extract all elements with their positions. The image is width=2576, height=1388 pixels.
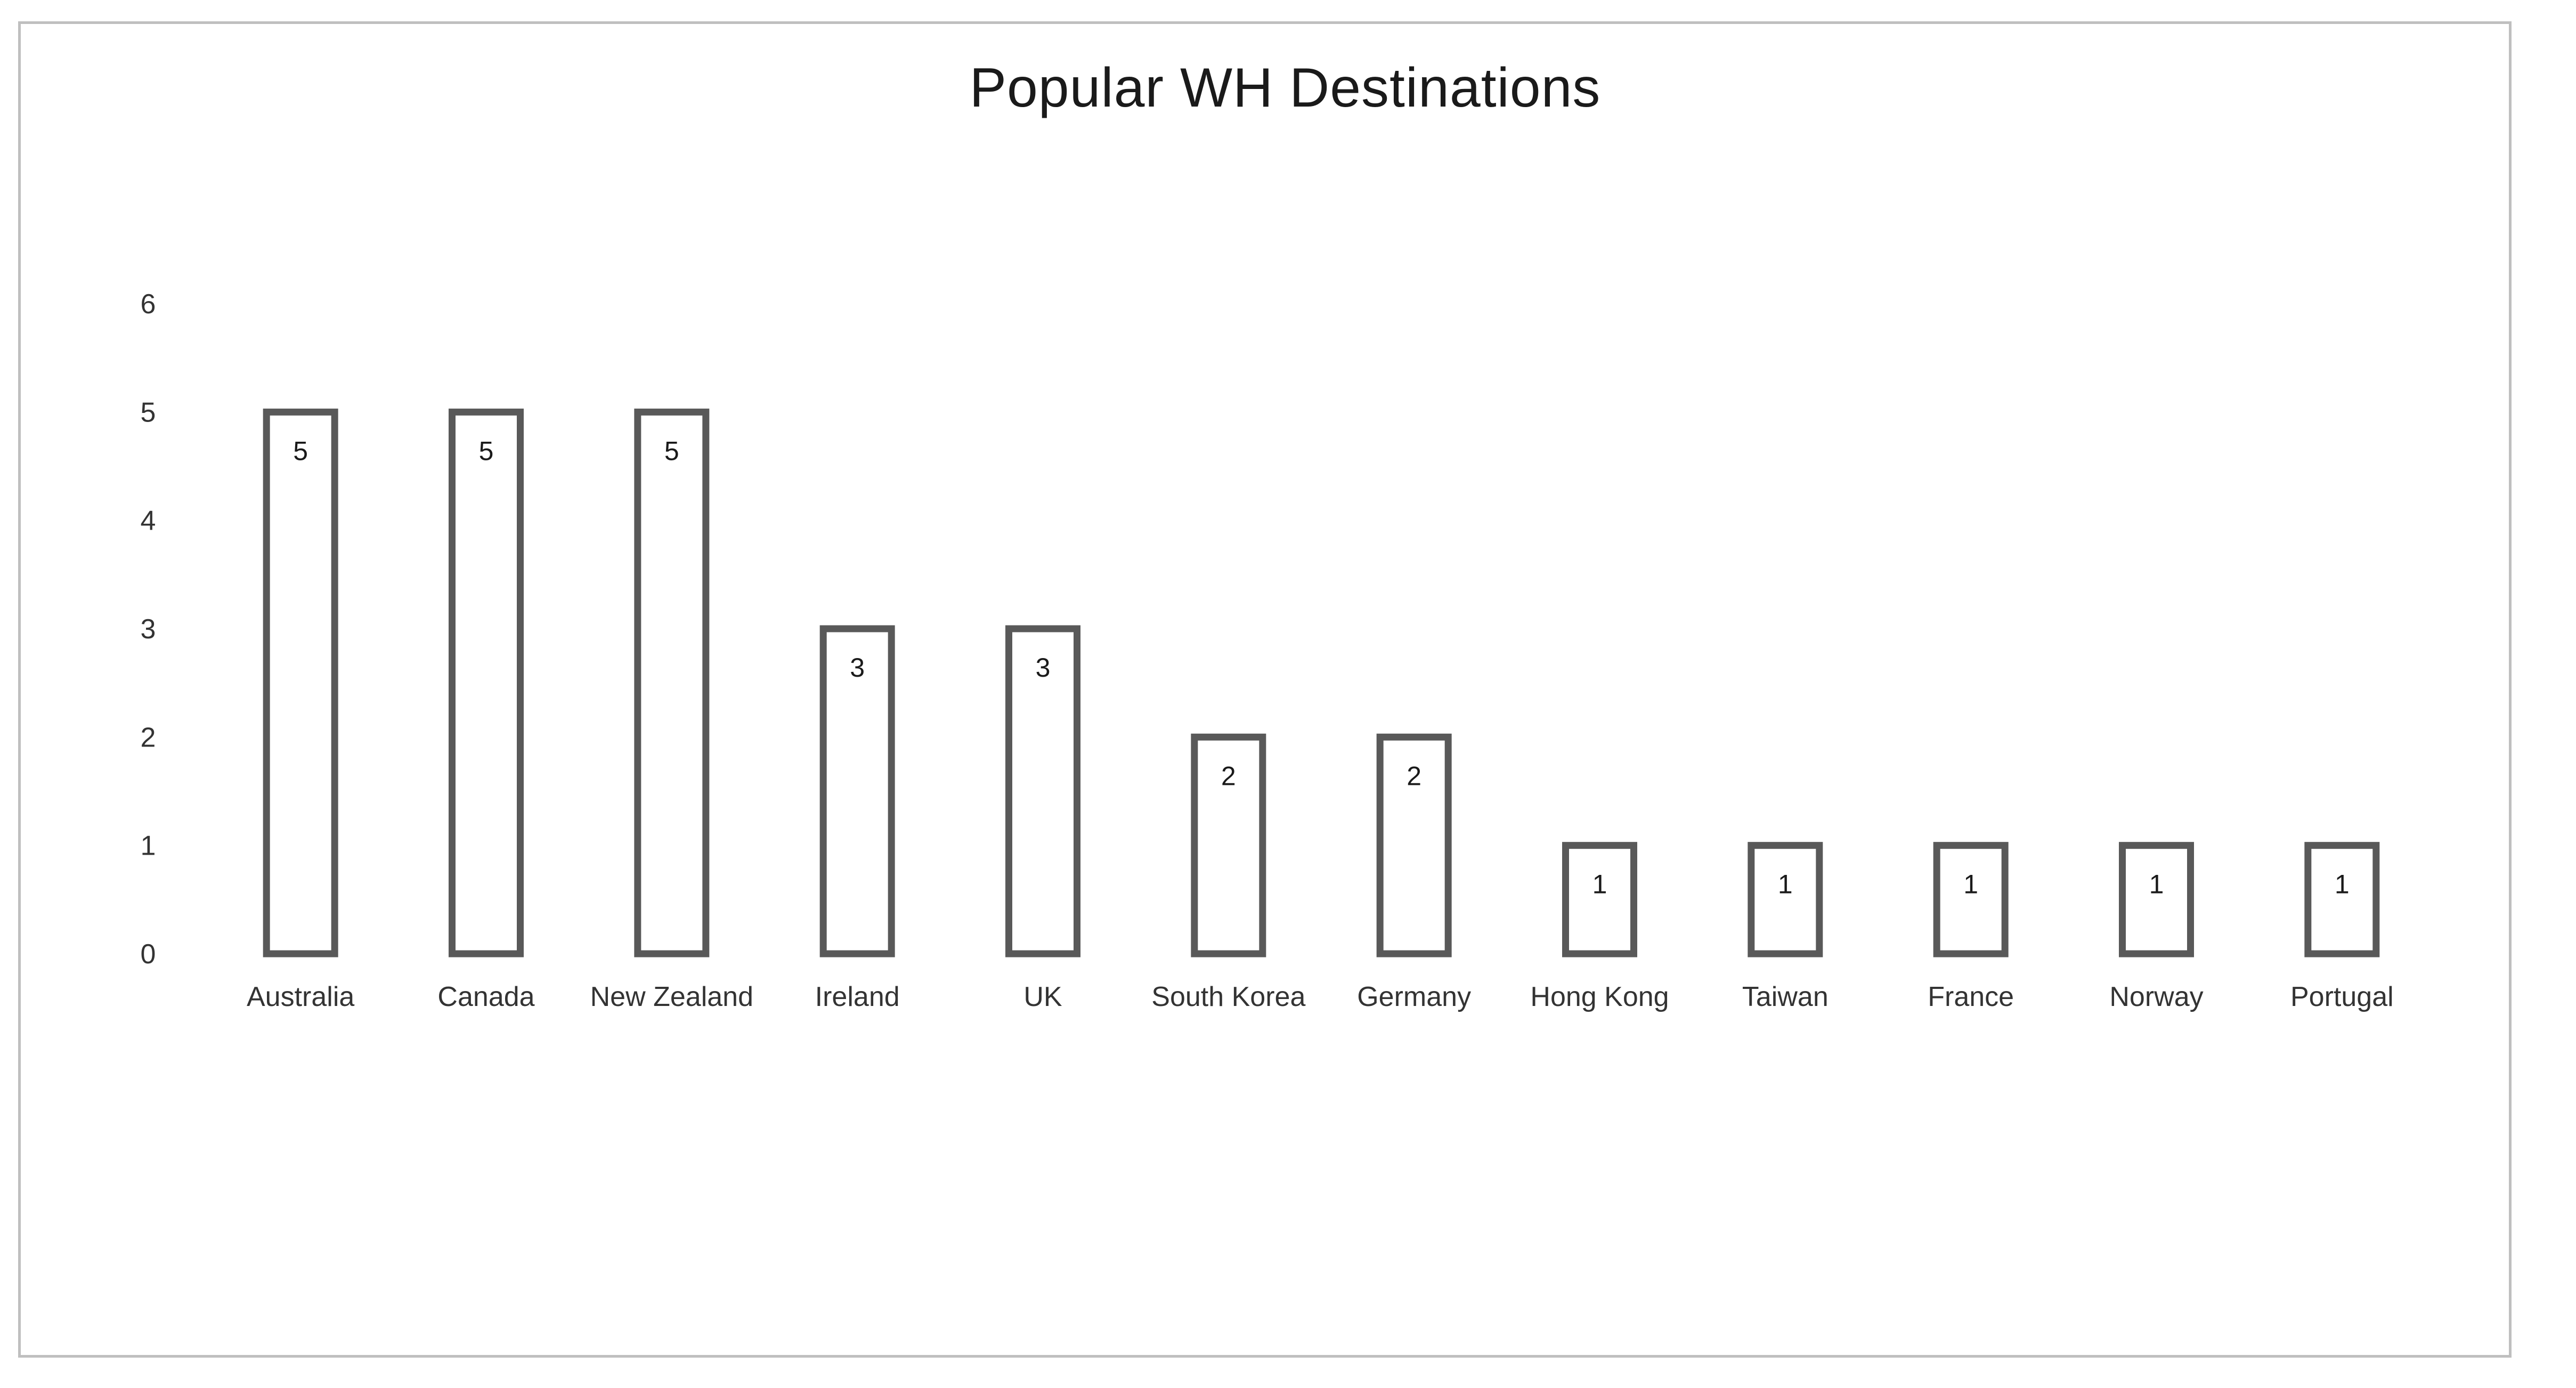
x-axis: Australia Canada New Zealand Ireland UK South… xyxy=(247,981,2394,1012)
bar xyxy=(263,408,338,957)
bar xyxy=(449,408,524,957)
data-label: 2 xyxy=(1407,761,1421,791)
chart-title: Popular WH Destinations xyxy=(970,57,1601,119)
bar xyxy=(1376,733,1452,957)
x-tick-label: South Korea xyxy=(1151,981,1305,1012)
bar xyxy=(819,625,895,957)
data-label: 5 xyxy=(479,436,494,466)
data-label: 3 xyxy=(1036,653,1051,683)
data-label: 3 xyxy=(850,653,865,683)
y-axis: 0 1 2 3 4 5 6 xyxy=(141,289,156,970)
x-tick-label: Taiwan xyxy=(1742,981,1829,1012)
y-tick-label: 2 xyxy=(141,722,156,753)
bar xyxy=(1005,625,1080,957)
data-label: 1 xyxy=(2149,870,2164,899)
bar xyxy=(1562,842,1637,957)
data-label: 1 xyxy=(2335,870,2350,899)
x-tick-label: Hong Kong xyxy=(1530,981,1669,1012)
x-tick-label: Canada xyxy=(437,981,534,1012)
x-tick-label: Portugal xyxy=(2290,981,2394,1012)
data-label: 1 xyxy=(1592,870,1607,899)
x-tick-label: Germany xyxy=(1357,981,1471,1012)
x-tick-label: Ireland xyxy=(815,981,900,1012)
y-tick-label: 3 xyxy=(141,614,156,645)
y-tick-label: 4 xyxy=(141,506,156,537)
data-label: 5 xyxy=(293,436,308,466)
x-tick-label: Norway xyxy=(2109,981,2203,1012)
y-tick-label: 6 xyxy=(141,289,156,320)
y-tick-label: 0 xyxy=(141,939,156,970)
bar xyxy=(634,408,710,957)
x-tick-label: France xyxy=(1928,981,2014,1012)
bar xyxy=(2119,842,2194,957)
chart-frame xyxy=(18,21,2512,1358)
x-tick-label: New Zealand xyxy=(590,981,753,1012)
bar xyxy=(2304,842,2380,957)
y-tick-label: 5 xyxy=(141,397,156,428)
y-tick-label: 1 xyxy=(141,831,156,862)
bar xyxy=(1191,733,1266,957)
data-label: 5 xyxy=(664,436,679,466)
bar xyxy=(1748,842,1823,957)
bar xyxy=(1933,842,2009,957)
data-label: 1 xyxy=(1963,870,1978,899)
data-label: 2 xyxy=(1221,761,1236,791)
x-tick-label: Australia xyxy=(247,981,354,1012)
x-tick-label: UK xyxy=(1023,981,1062,1012)
data-label: 1 xyxy=(1778,870,1793,899)
bars: 5 5 5 3 3 2 2 1 1 1 1 1 xyxy=(263,408,2380,957)
